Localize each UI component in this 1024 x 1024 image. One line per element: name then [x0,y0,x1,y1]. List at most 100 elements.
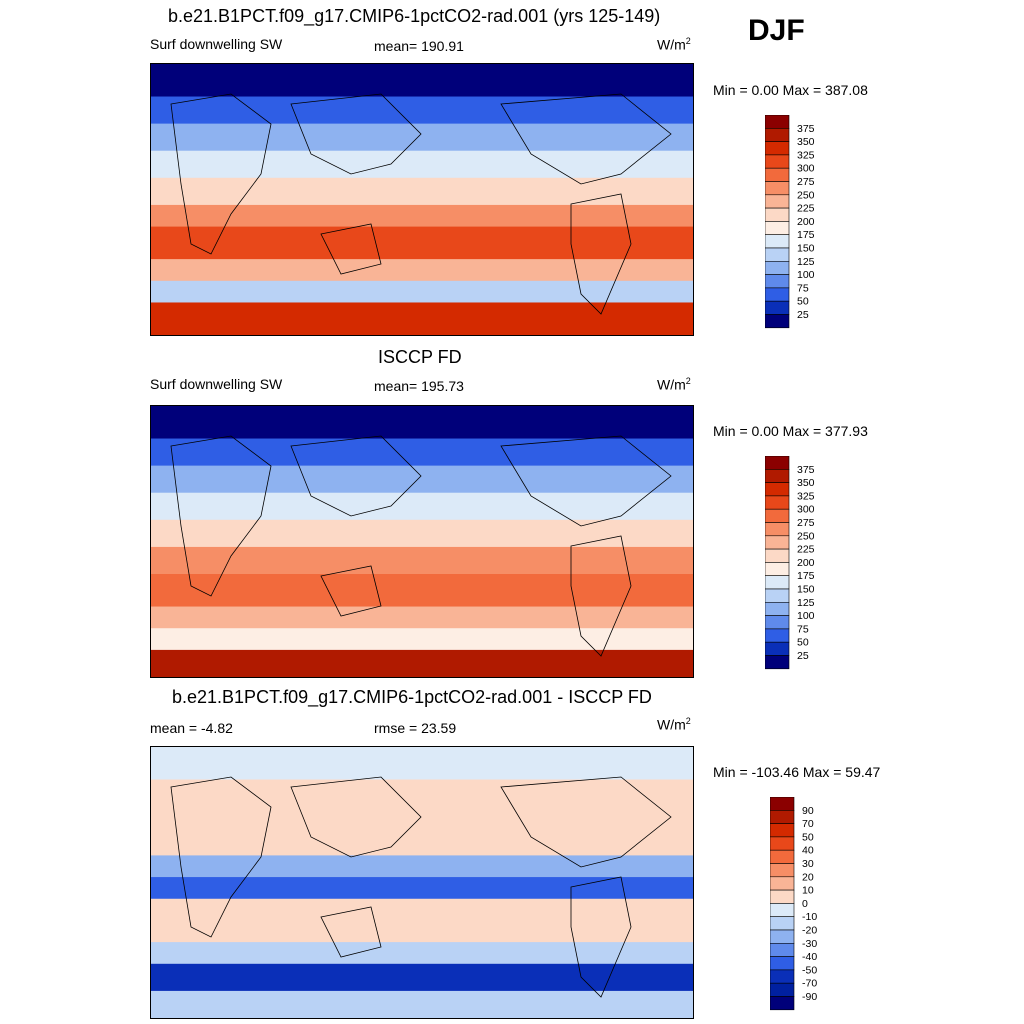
colorbar-tick-label: 50 [797,296,809,308]
coastline [290,776,422,858]
colorbar-swatch [765,469,790,483]
field-band [151,259,693,282]
colorbar-tick-label: 225 [797,203,815,215]
colorbar-swatch [770,836,795,851]
colorbar-swatch [765,535,790,550]
colorbar-swatch [765,207,790,222]
field-band [151,150,693,179]
colorbar-tick-label: 75 [797,282,809,294]
panel-title-obs: ISCCP FD [378,347,462,367]
coastline [570,193,632,315]
colorbar-swatch [765,300,790,315]
coastline [170,776,272,938]
colorbar-tick-label: 100 [797,610,815,622]
colorbar-tick-label: 150 [797,584,815,596]
colorbar-swatch [765,628,790,643]
season-label: DJF [748,14,805,47]
colorbar-tick-label: 325 [797,149,815,161]
colorbar-swatch [765,154,790,169]
coastline [500,435,672,527]
field-band [151,628,693,651]
colorbar-tick-label: 10 [802,885,814,897]
colorbar-swatch [765,234,790,249]
panel-left-label-model: Surf downwelling SW [150,36,283,52]
field-band [151,280,693,304]
colorbar-tick-label: 40 [802,845,814,857]
colorbar-swatch [765,522,790,537]
field-band [151,546,693,576]
colorbar-swatch [770,943,795,957]
colorbar-tick-label: -30 [802,938,817,950]
colorbar-tick-label: 300 [797,504,815,516]
colorbar-tick-label: 375 [797,464,815,476]
colorbar-swatch [765,314,790,329]
colorbar-swatch [770,982,795,997]
map-model [150,63,694,336]
map-model-field [151,64,693,335]
panel-units-diff: W/m2 [657,716,691,733]
panel-title-model: b.e21.B1PCT.f09_g17.CMIP6-1pctCO2-rad.00… [168,6,661,26]
colorbar-swatch [765,115,790,129]
colorbar-swatch [765,575,790,590]
panel-minmax-obs: Min = 0.00 Max = 377.93 [713,423,868,439]
field-band [151,574,693,608]
colorbar-tick-label: 225 [797,544,815,556]
colorbar-swatch [765,508,790,523]
colorbar-swatch [765,194,790,209]
colorbar-tick-label: 70 [802,818,814,830]
panel-rmse-diff: rmse = 23.59 [374,720,457,736]
colorbar-tick-label: 350 [797,477,815,489]
colorbar-tick-label: 75 [797,623,809,635]
field-band [151,177,693,206]
colorbar-tick-label: 175 [797,570,815,582]
colorbar-tick-label: 300 [797,163,815,175]
colorbar-tick-label: 50 [802,831,814,843]
field-band [151,226,693,261]
field-band [151,963,693,992]
colorbar-tick-label: 250 [797,189,815,201]
colorbar-swatch [765,128,790,142]
colorbar-tick-label: -10 [802,911,817,923]
coastline [170,435,272,597]
map-diff-field [151,747,693,1018]
field-band [151,649,693,677]
colorbar-swatch [770,889,795,904]
panel-mean-diff: mean = -4.82 [150,720,233,736]
colorbar-tick-label: 50 [797,637,809,649]
colorbar-swatch [765,641,790,656]
panel-mean-obs: mean= 195.73 [374,378,464,394]
colorbar-swatch [765,495,790,510]
colorbar-tick-label: 200 [797,216,815,228]
colorbar-tick-label: 20 [802,871,814,883]
colorbar-tick-label: -20 [802,925,817,937]
colorbar-swatch [770,903,795,918]
field-band [151,855,693,879]
panel-minmax-model: Min = 0.00 Max = 387.08 [713,82,868,98]
colorbar-swatch [765,141,790,156]
colorbar-swatch [765,167,790,182]
coastline [570,535,632,657]
field-band [151,519,693,548]
colorbar-tick-label: 375 [797,123,815,135]
colorbar-tick-label: 200 [797,557,815,569]
colorbar-tick-label: 125 [797,256,815,268]
colorbar-swatch [770,916,795,931]
coastline [500,776,672,868]
coastline [570,876,632,998]
field-band [151,465,693,494]
colorbar-tick-label: -70 [802,978,817,990]
coastline [320,223,382,275]
field-band [151,64,693,98]
coastline [320,565,382,617]
colorbar-swatch [770,956,795,971]
colorbar-swatch [765,274,790,289]
colorbar-swatch [765,588,790,603]
colorbar-swatch [770,969,795,984]
field-band [151,606,693,630]
colorbar-swatch [765,562,790,577]
colorbar-tick-label: 150 [797,243,815,255]
coastline [170,93,272,255]
colorbar-tick-label: 275 [797,517,815,529]
panel-minmax-diff: Min = -103.46 Max = 59.47 [713,764,881,780]
